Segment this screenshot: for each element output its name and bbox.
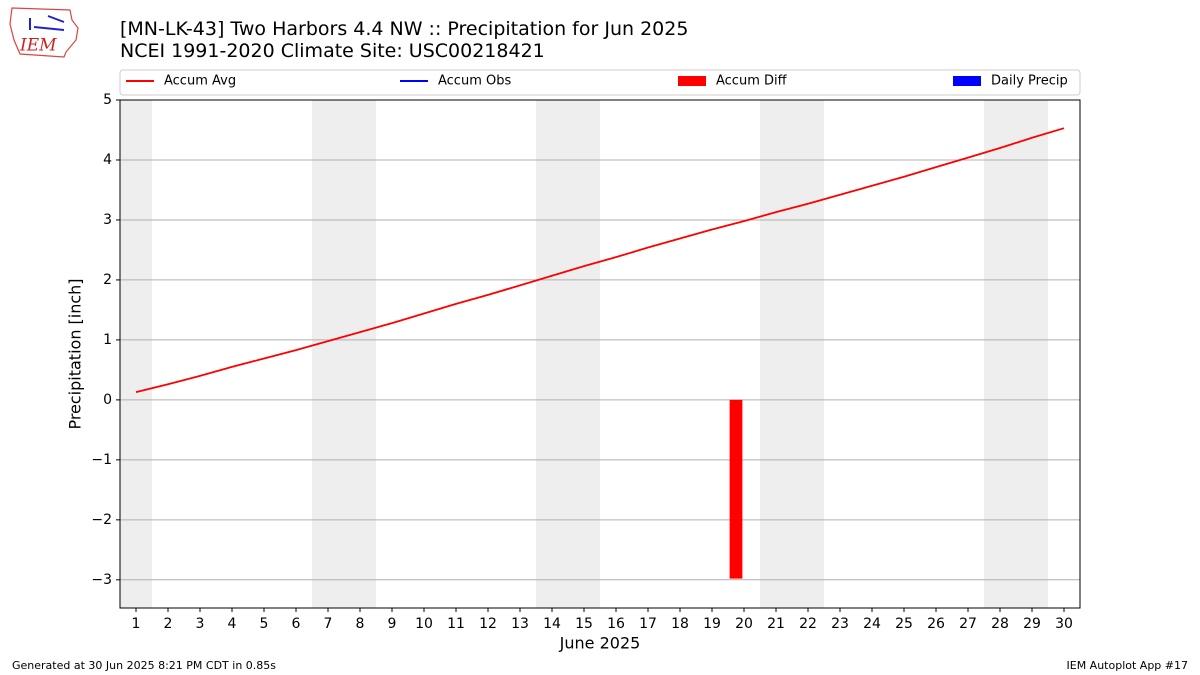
y-tick-label: 0: [103, 392, 112, 408]
y-tick-label: −2: [91, 512, 112, 528]
logo-icon: [47, 15, 65, 23]
x-tick-label: 17: [639, 616, 657, 632]
x-tick-label: 24: [863, 616, 881, 632]
chart-subtitle: NCEI 1991-2020 Climate Site: USC00218421: [120, 40, 545, 62]
legend-label: Accum Avg: [164, 74, 236, 89]
y-tick-label: −3: [91, 572, 112, 588]
y-tick-label: 2: [103, 272, 112, 288]
weekend-band: [760, 100, 792, 608]
y-tick-label: 4: [103, 152, 112, 168]
legend: [119, 69, 1081, 96]
footer-left: Generated at 30 Jun 2025 8:21 PM CDT in …: [12, 659, 276, 672]
plot-frame: [119, 99, 1081, 609]
x-tick-label: 3: [196, 616, 205, 632]
x-tick-label: 7: [324, 616, 333, 632]
x-tick-label: 13: [511, 616, 529, 632]
legend-label: Accum Diff: [716, 74, 788, 89]
logo-text: IEM: [19, 36, 57, 56]
x-tick-label: 19: [703, 616, 721, 632]
x-axis-label: June 2025: [559, 634, 641, 653]
weekend-band: [536, 100, 568, 608]
series-line: [135, 127, 1065, 393]
legend-swatch: [953, 76, 981, 86]
x-tick-label: 22: [799, 616, 817, 632]
x-tick-label: 4: [228, 616, 237, 632]
bar: [729, 399, 743, 579]
logo: IEM: [9, 7, 79, 58]
weekend-band: [568, 100, 600, 608]
x-tick-label: 18: [671, 616, 689, 632]
x-tick-label: 23: [831, 616, 849, 632]
x-tick-label: 2: [164, 616, 173, 632]
y-tick-label: 3: [103, 212, 112, 228]
weekend-band: [984, 100, 1016, 608]
weekend-band: [344, 100, 376, 608]
x-tick-label: 27: [959, 616, 977, 632]
x-tick-label: 12: [479, 616, 497, 632]
x-tick-label: 14: [543, 616, 561, 632]
weekend-band: [792, 100, 824, 608]
y-tick-label: 5: [103, 92, 112, 108]
y-tick-label: 1: [103, 332, 112, 348]
x-tick-label: 15: [575, 616, 593, 632]
logo-icon: [33, 26, 65, 31]
x-tick-label: 10: [415, 616, 433, 632]
x-tick-label: 11: [447, 616, 465, 632]
y-tick-label: −1: [91, 452, 112, 468]
x-tick-label: 20: [735, 616, 753, 632]
x-tick-label: 25: [895, 616, 913, 632]
x-tick-label: 21: [767, 616, 785, 632]
x-tick-label: 16: [607, 616, 625, 632]
x-tick-label: 8: [356, 616, 365, 632]
x-tick-label: 6: [292, 616, 301, 632]
x-tick-label: 1: [132, 616, 141, 632]
x-tick-label: 9: [388, 616, 397, 632]
weekend-band: [1016, 100, 1048, 608]
legend-items: Accum Avg Accum Obs Accum Diff Daily Precip: [126, 74, 1068, 89]
footer-right: IEM Autoplot App #17: [1067, 659, 1189, 672]
x-tick-label: 26: [927, 616, 945, 632]
chart-title: [MN-LK-43] Two Harbors 4.4 NW :: Precipi…: [120, 18, 688, 40]
legend-label: Accum Obs: [438, 74, 511, 89]
x-tick-label: 30: [1055, 616, 1073, 632]
weekend-band: [312, 100, 344, 608]
x-tick-label: 28: [991, 616, 1009, 632]
y-axis-label: Precipitation [inch]: [66, 278, 85, 429]
x-tick-label: 29: [1023, 616, 1041, 632]
weekend-band: [120, 100, 152, 608]
legend-label: Daily Precip: [991, 74, 1068, 89]
x-tick-label: 5: [260, 616, 269, 632]
legend-swatch: [678, 76, 706, 86]
